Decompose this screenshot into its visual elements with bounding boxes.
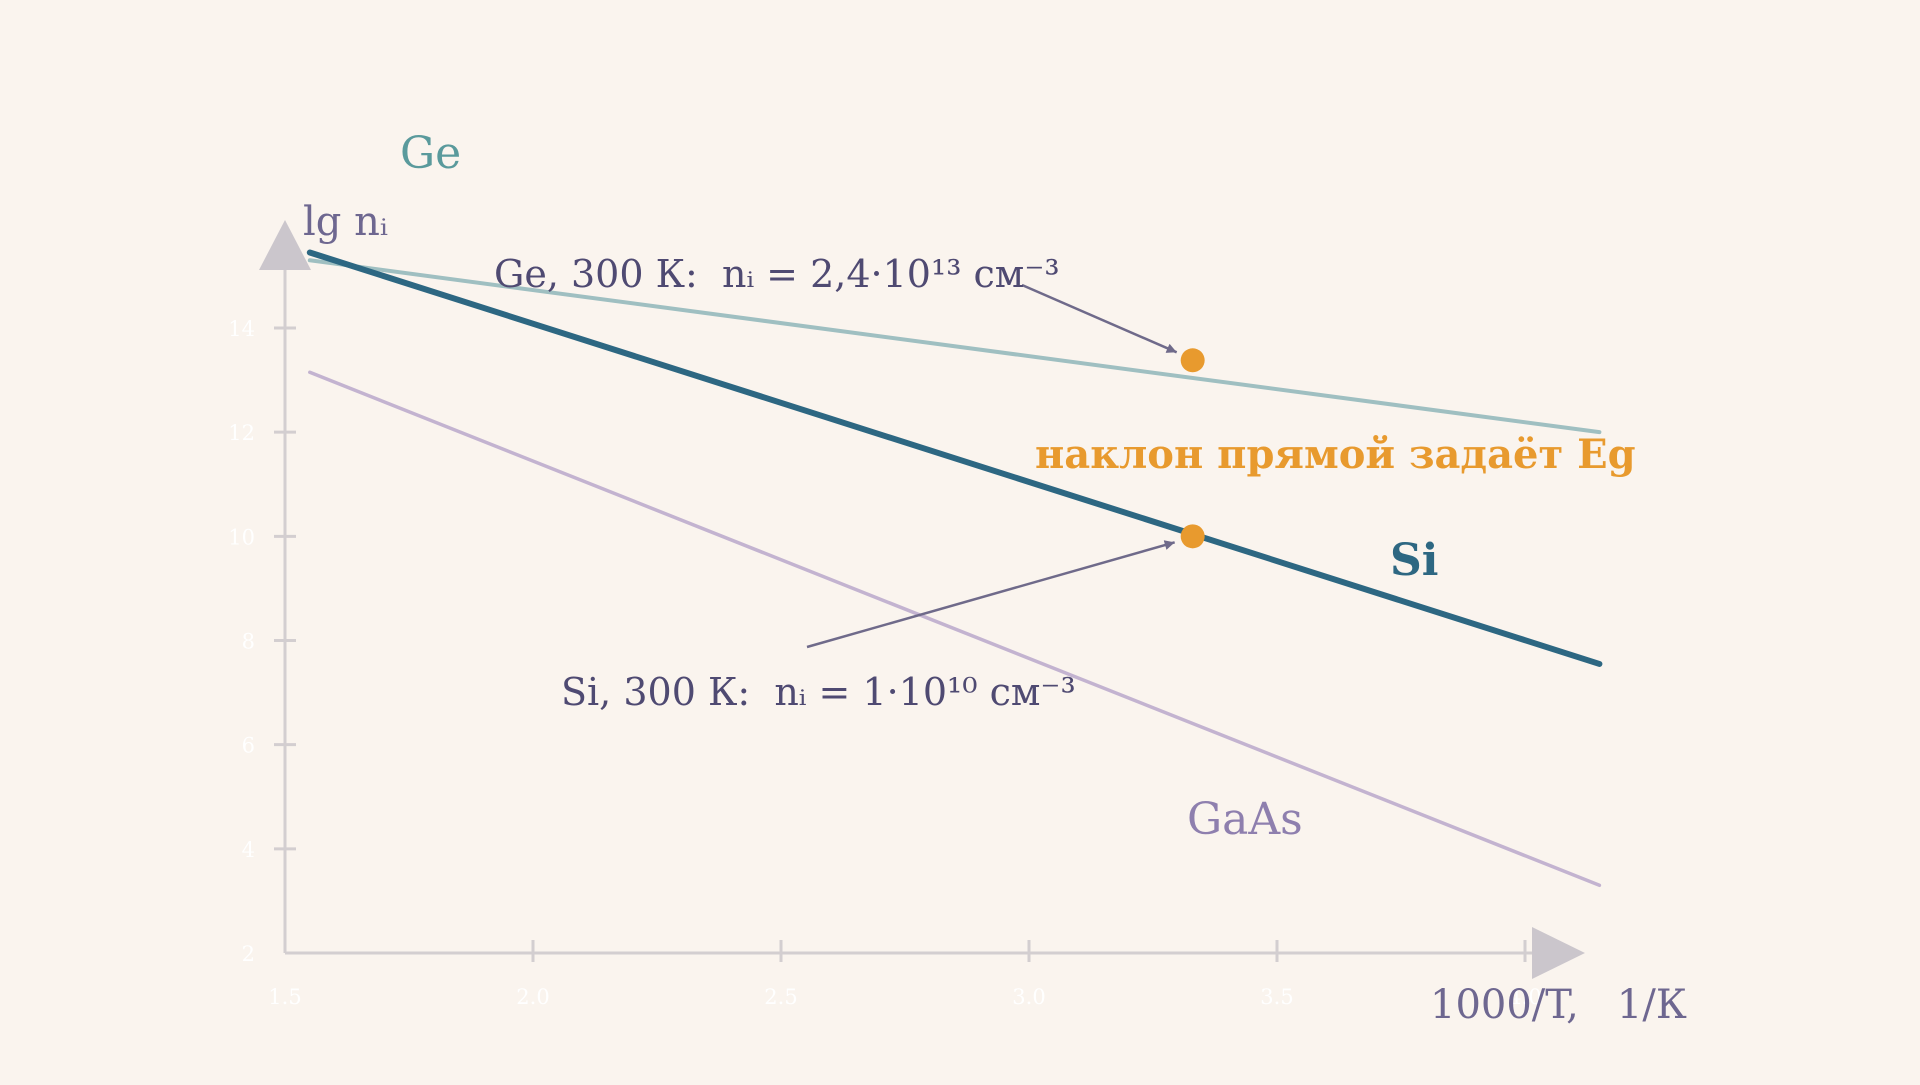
si-annotation-arrow <box>806 540 1176 649</box>
data-point-marker <box>1180 524 1205 549</box>
y-axis-label: lg nᵢ <box>303 199 388 245</box>
x-tick-label: 3.0 <box>1012 985 1045 1009</box>
x-axis-arrow-icon <box>1532 927 1585 979</box>
x-tick-label: 4.0 <box>1508 985 1541 1009</box>
y-tick-label: 14 <box>228 317 255 341</box>
x-tick-label: 2.5 <box>764 985 797 1009</box>
si-annotation: Si, 300 К: nᵢ = 1·10¹⁰ см⁻³ <box>561 670 1076 714</box>
series-line-si <box>306 249 1603 667</box>
y-tick-label: 6 <box>242 734 255 758</box>
y-tick-label: 10 <box>228 525 255 549</box>
ge-annotation-arrow <box>1021 283 1178 354</box>
y-axis-arrow-icon <box>259 220 311 270</box>
y-tick-label: 8 <box>242 630 255 654</box>
slope-callout: наклон прямой задаёт Eg <box>1035 431 1636 478</box>
ge-annotation: Ge, 300 К: nᵢ = 2,4·10¹³ см⁻³ <box>494 252 1060 296</box>
x-axis-label: 1000/T, 1/К <box>1430 982 1687 1028</box>
x-tick-label: 2.0 <box>516 985 549 1009</box>
series-label-si: Si <box>1390 535 1439 586</box>
y-tick-label: 4 <box>242 838 255 862</box>
series-label-ge: Ge <box>400 128 461 179</box>
series-line-gaas <box>308 370 1602 888</box>
series-line-ge <box>307 258 1602 435</box>
y-tick-label: 2 <box>242 942 255 966</box>
series-label-gaas: GaAs <box>1187 794 1303 845</box>
x-tick-label: 1.5 <box>268 985 301 1009</box>
y-tick-label: 12 <box>228 421 255 445</box>
x-tick-label: 3.5 <box>1260 985 1293 1009</box>
data-point-marker <box>1180 348 1205 373</box>
